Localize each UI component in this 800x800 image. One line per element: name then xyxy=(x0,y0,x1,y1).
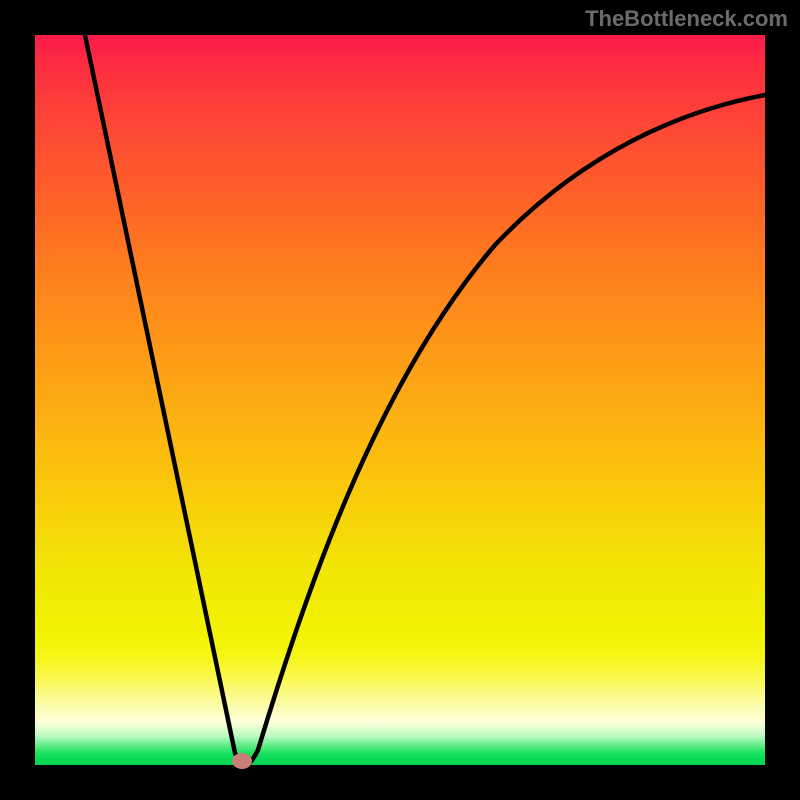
bottleneck-curve xyxy=(35,35,765,765)
optimal-point-marker xyxy=(232,753,252,769)
watermark-text: TheBottleneck.com xyxy=(585,6,788,32)
chart-container: TheBottleneck.com xyxy=(0,0,800,800)
